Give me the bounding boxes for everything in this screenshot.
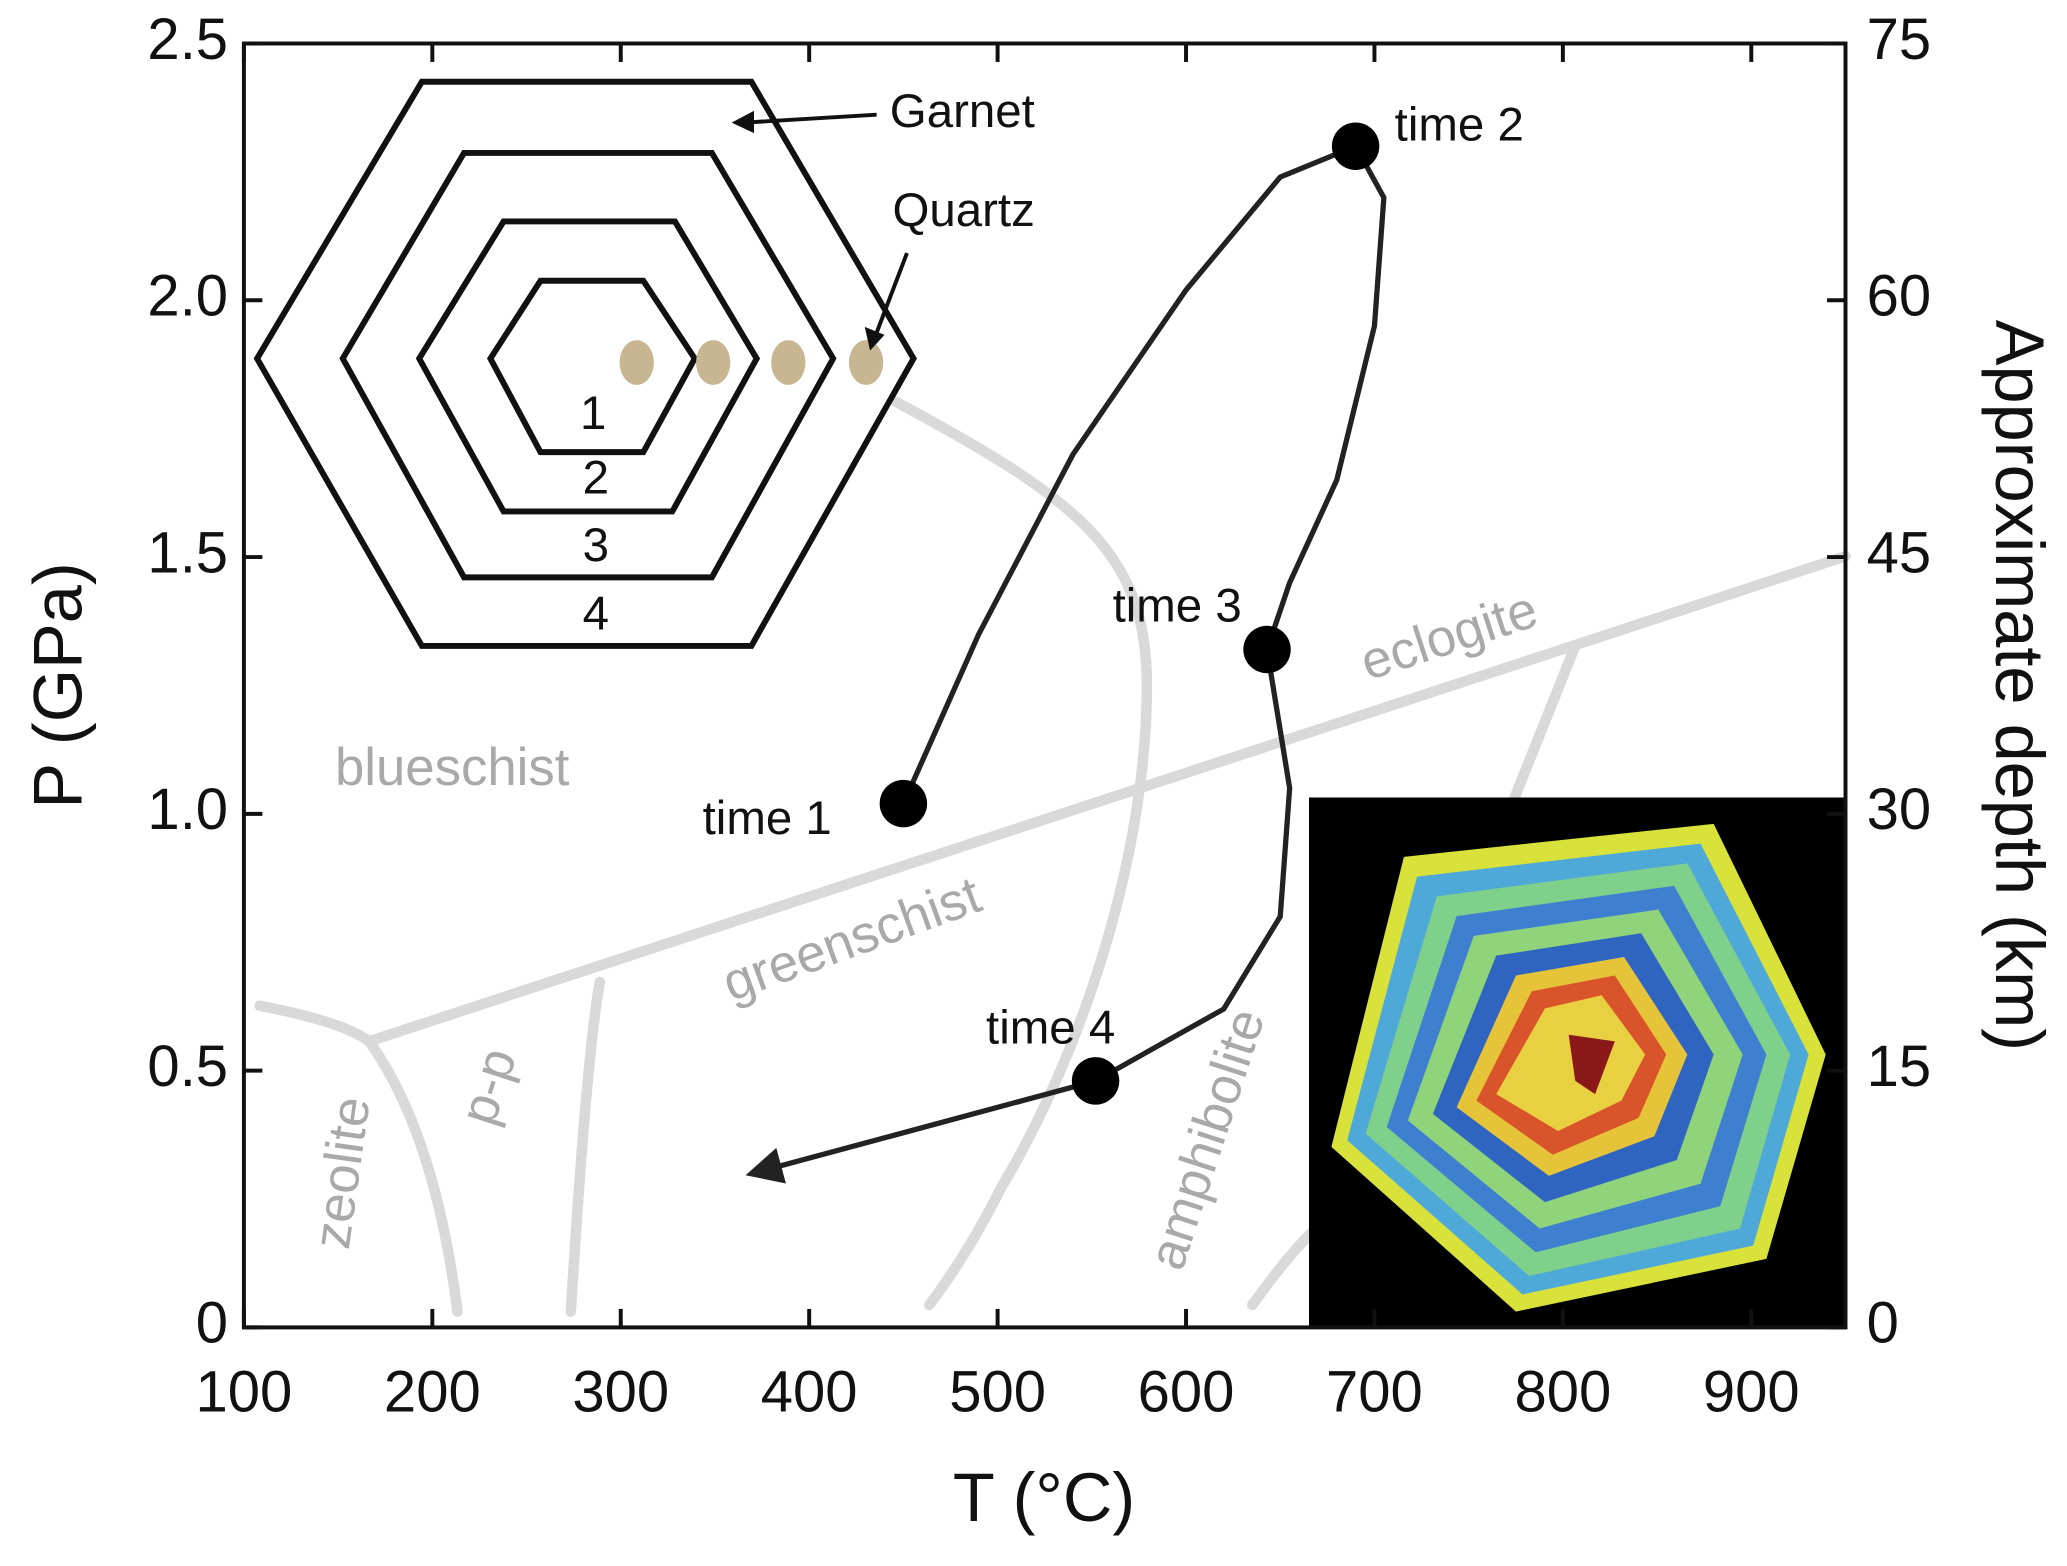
y2-axis-title: Approximate depth (km) bbox=[1981, 320, 2058, 1051]
zone-label: 3 bbox=[583, 519, 609, 572]
arrow bbox=[873, 252, 909, 337]
x-tick-label: 900 bbox=[1703, 1359, 1800, 1424]
quartz bbox=[771, 340, 806, 385]
y-tick-label: 2.5 bbox=[147, 7, 228, 72]
x-tick-label: 300 bbox=[572, 1359, 669, 1424]
quartz bbox=[848, 340, 884, 385]
x-tick-label: 200 bbox=[384, 1359, 481, 1424]
y-tick-label: 0.5 bbox=[147, 1034, 228, 1099]
quartz bbox=[619, 340, 654, 385]
zone bbox=[253, 78, 917, 649]
zone-label: 1 bbox=[580, 387, 606, 440]
point-label: time 3 bbox=[1113, 580, 1242, 633]
inset-label: Quartz bbox=[892, 184, 1034, 237]
facies-label: p-p bbox=[448, 1041, 528, 1132]
y-tick-label: 0 bbox=[196, 1291, 228, 1356]
y-tick-label: 2.0 bbox=[147, 264, 228, 329]
y-tick-label: 1.5 bbox=[147, 520, 228, 585]
garnet-map bbox=[1309, 797, 1846, 1328]
x-tick-label: 500 bbox=[949, 1359, 1046, 1424]
time-point bbox=[1331, 122, 1380, 170]
y2-tick-label: 75 bbox=[1867, 7, 1932, 72]
quartz bbox=[696, 340, 731, 385]
inset-label: Garnet bbox=[890, 85, 1035, 138]
boundary bbox=[1504, 640, 1581, 816]
facies-label: eclogite bbox=[1353, 580, 1544, 692]
point-label: time 2 bbox=[1395, 98, 1524, 151]
facies-label: blueschist bbox=[335, 738, 570, 797]
x-tick-label: 800 bbox=[1514, 1359, 1611, 1424]
zone bbox=[486, 277, 699, 456]
x-tick-label: 400 bbox=[761, 1359, 858, 1424]
zone bbox=[415, 218, 761, 515]
y2-tick-label: 0 bbox=[1867, 1291, 1899, 1356]
facies-boundaries bbox=[254, 396, 1851, 1317]
y2-tick-label: 45 bbox=[1867, 520, 1932, 585]
x-axis-title: T (°C) bbox=[953, 1459, 1135, 1536]
point-label: time 1 bbox=[703, 792, 832, 845]
y2-tick-label: 15 bbox=[1867, 1034, 1932, 1099]
y-axis-title: P (GPa) bbox=[19, 562, 96, 808]
time-point bbox=[879, 779, 928, 828]
arrowhead bbox=[731, 110, 755, 134]
x-tick-label: 700 bbox=[1326, 1359, 1423, 1424]
boundary bbox=[891, 396, 1153, 1311]
x-tick-label: 100 bbox=[196, 1359, 293, 1424]
y2-tick-label: 30 bbox=[1867, 777, 1932, 842]
arrow bbox=[744, 112, 877, 125]
time-point bbox=[1243, 625, 1291, 674]
zone-label: 2 bbox=[583, 452, 609, 505]
zone bbox=[339, 149, 837, 581]
pt-path bbox=[745, 142, 1387, 1184]
boundary bbox=[565, 976, 606, 1317]
x-tick-label: 600 bbox=[1138, 1359, 1235, 1424]
y2-tick-label: 60 bbox=[1867, 264, 1932, 329]
garnet-schematic bbox=[253, 78, 917, 649]
boundary bbox=[254, 1000, 463, 1317]
time-point bbox=[1071, 1057, 1120, 1105]
boundary bbox=[363, 551, 1851, 1047]
y-tick-label: 1.0 bbox=[147, 777, 228, 842]
zone-label: 4 bbox=[583, 587, 609, 640]
arrowhead bbox=[864, 326, 885, 351]
boundary bbox=[1247, 1227, 1317, 1311]
plot-frame bbox=[241, 41, 1848, 1330]
facies-label: zeolite bbox=[302, 1093, 382, 1252]
point-label: time 4 bbox=[986, 1001, 1115, 1054]
